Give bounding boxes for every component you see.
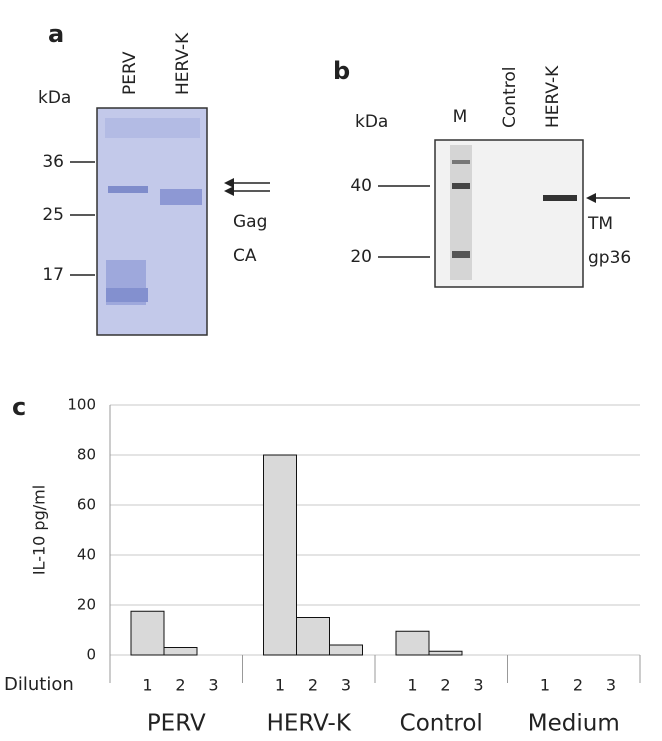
dilution-label: 2 <box>440 676 450 695</box>
arrows <box>224 178 234 196</box>
lane-label: HERV-K <box>543 65 563 128</box>
y-tick-label: 0 <box>86 646 96 664</box>
dilution-label: 1 <box>275 676 285 695</box>
dilution-label: 1 <box>407 676 417 695</box>
bar <box>263 454 297 656</box>
y-axis-label: IL-10 pg/ml <box>30 485 49 575</box>
panel-label: c <box>12 393 26 421</box>
bar <box>329 644 363 656</box>
bar <box>163 647 198 656</box>
annotation: CA <box>233 246 257 266</box>
x-axis-label: Dilution <box>4 674 74 695</box>
bar-chart: 0 20 40 60 80 100 PERV 1 2 3 HERV-K 1 2 3 Control 1 2 3 Me… <box>67 396 641 737</box>
dilution-label: 1 <box>540 676 550 695</box>
dilution-label: 3 <box>208 676 218 695</box>
dilution-label: 3 <box>341 676 351 695</box>
lane-label: HERV-K <box>173 32 193 95</box>
annotation: Gag <box>233 212 267 232</box>
y-tick-label: 60 <box>77 496 96 514</box>
lane-label: M <box>453 107 468 127</box>
annotation: gp36 <box>588 248 631 268</box>
arrow <box>586 193 596 203</box>
y-tick-label: 40 <box>77 546 96 564</box>
marker-ticks <box>378 185 630 258</box>
gel-b <box>434 139 584 288</box>
dilution-label: 1 <box>142 676 152 695</box>
dilution-label: 2 <box>573 676 583 695</box>
marker-label: 20 <box>350 247 372 267</box>
x-tick-label: Control <box>400 711 483 737</box>
panel-label: a <box>48 20 64 48</box>
lane-label: Control <box>500 67 520 128</box>
y-tick-label: 20 <box>77 596 96 614</box>
marker-label: 25 <box>42 205 64 225</box>
marker-label: 40 <box>350 176 372 196</box>
gel-a <box>96 107 208 336</box>
marker-label: 17 <box>42 265 64 285</box>
dilution-label: 3 <box>606 676 616 695</box>
y-tick-label: 100 <box>67 396 96 414</box>
dilution-label: 2 <box>175 676 185 695</box>
x-tick-label: PERV <box>147 711 206 737</box>
bar <box>395 630 430 656</box>
marker-ticks <box>70 161 270 276</box>
x-tick-label: Medium <box>528 711 620 737</box>
marker-label: 36 <box>42 152 64 172</box>
y-tick-label: 80 <box>77 446 96 464</box>
dilution-label: 3 <box>473 676 483 695</box>
bar <box>428 650 463 656</box>
x-tick-label: HERV-K <box>267 711 352 737</box>
dilution-label: 2 <box>308 676 318 695</box>
bar <box>130 610 165 656</box>
bar <box>296 617 330 656</box>
unit: kDa <box>355 112 388 132</box>
unit: kDa <box>38 88 71 108</box>
panel-label: b <box>333 57 350 85</box>
lane-label: PERV <box>120 51 140 95</box>
annotation: TM <box>587 214 613 234</box>
